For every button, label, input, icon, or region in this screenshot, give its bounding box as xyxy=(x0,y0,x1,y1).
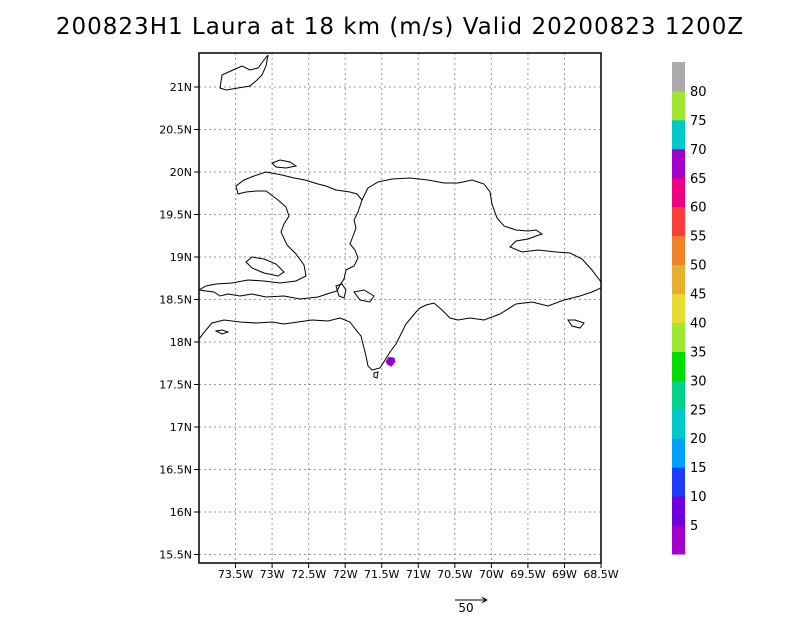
coastline-tortuga xyxy=(271,159,298,169)
lat-tick-label: 17.5N xyxy=(159,379,192,392)
colorbar-swatch xyxy=(672,264,685,295)
colorbar-label: 75 xyxy=(690,114,707,129)
colorbar-swatch xyxy=(672,525,685,555)
lat-tick-label: 16N xyxy=(170,506,192,519)
colorbar-swatch xyxy=(672,409,685,439)
colorbar-label: 20 xyxy=(690,432,707,447)
colorbar-label: 25 xyxy=(690,403,707,418)
lat-tick-label: 19N xyxy=(170,251,192,264)
lat-tick-label: 16.5N xyxy=(159,464,192,477)
lon-tick-label: 70.5W xyxy=(437,568,472,581)
colorbar-label: 50 xyxy=(690,259,707,274)
coastline-lake-enriquillo xyxy=(353,289,375,303)
colorbar-swatch xyxy=(672,293,685,323)
axis-ticks: 73.5W 73W 72.5W 72W 71.5W 71W 70.5W 70W 69.5W 69W… xyxy=(159,81,619,581)
colorbar-label: 45 xyxy=(690,288,707,303)
lon-tick-label: 71.5W xyxy=(364,568,399,581)
plot-frame xyxy=(198,52,602,564)
lon-tick-label: 69.5W xyxy=(510,568,545,581)
coastline-ile-a-vache xyxy=(214,329,230,335)
coastline-hispaniola xyxy=(199,171,363,300)
lat-tick-label: 21N xyxy=(170,81,192,94)
wind-speed-shading xyxy=(385,356,396,367)
lat-tick-label: 20.5N xyxy=(159,124,192,137)
page-title: 200823H1 Laura at 18 km (m/s) Valid 2020… xyxy=(55,14,745,40)
lon-tick-label: 71W xyxy=(406,568,431,581)
colorbar-swatch xyxy=(672,90,685,121)
coastline-great-inagua xyxy=(219,54,269,91)
lon-tick-label: 70W xyxy=(479,568,504,581)
colorbar-label: 65 xyxy=(690,172,707,187)
colorbar: 5 10 15 20 25 30 35 40 45 50 55 60 65 70 75 80 xyxy=(672,62,707,555)
coastline-southern-shore xyxy=(199,287,601,371)
colorbar-swatch xyxy=(672,206,685,237)
coastline-gonave xyxy=(245,256,285,277)
colorbar-label: 10 xyxy=(690,490,707,505)
colorbar-swatch xyxy=(672,119,685,150)
colorbar-swatch xyxy=(672,351,685,381)
colorbar-swatch xyxy=(672,496,685,526)
colorbar-swatch xyxy=(672,235,685,266)
gridlines xyxy=(199,53,601,563)
reference-vector: 50 xyxy=(455,597,488,615)
colorbar-label: 55 xyxy=(690,230,707,245)
colorbar-label: 15 xyxy=(690,461,707,476)
coastline-lake xyxy=(335,283,347,299)
lat-tick-label: 17N xyxy=(170,421,192,434)
lon-tick-label: 73W xyxy=(260,568,285,581)
colorbar-label: 40 xyxy=(690,316,707,331)
colorbar-swatch xyxy=(672,380,685,410)
lat-tick-label: 18N xyxy=(170,336,192,349)
colorbar-label: 70 xyxy=(690,143,707,158)
colorbar-label: 5 xyxy=(690,519,698,534)
colorbar-label: 30 xyxy=(690,374,707,389)
colorbar-swatch xyxy=(672,62,685,92)
coastline-saona xyxy=(567,319,585,329)
colorbar-swatch xyxy=(672,438,685,468)
lat-tick-label: 15.5N xyxy=(159,549,192,562)
colorbar-swatch xyxy=(672,177,685,208)
lon-tick-label: 69W xyxy=(552,568,577,581)
coastlines xyxy=(199,54,601,379)
lon-tick-label: 72W xyxy=(333,568,358,581)
wind-shade-inner xyxy=(388,358,393,364)
coastline-north-east xyxy=(361,177,601,283)
lat-tick-label: 20N xyxy=(170,166,192,179)
colorbar-label: 35 xyxy=(690,345,707,360)
colorbar-label: 60 xyxy=(690,201,707,216)
colorbar-swatch xyxy=(672,148,685,179)
colorbar-swatch xyxy=(672,322,685,352)
colorbar-swatch xyxy=(672,467,685,497)
lon-tick-label: 73.5W xyxy=(218,568,253,581)
lon-tick-label: 72.5W xyxy=(291,568,326,581)
lat-tick-label: 19.5N xyxy=(159,209,192,222)
colorbar-label: 80 xyxy=(690,85,707,100)
coastline-beata xyxy=(373,371,379,379)
reference-vector-label: 50 xyxy=(458,601,473,615)
lon-tick-label: 68.5W xyxy=(583,568,618,581)
lat-tick-label: 18.5N xyxy=(159,294,192,307)
